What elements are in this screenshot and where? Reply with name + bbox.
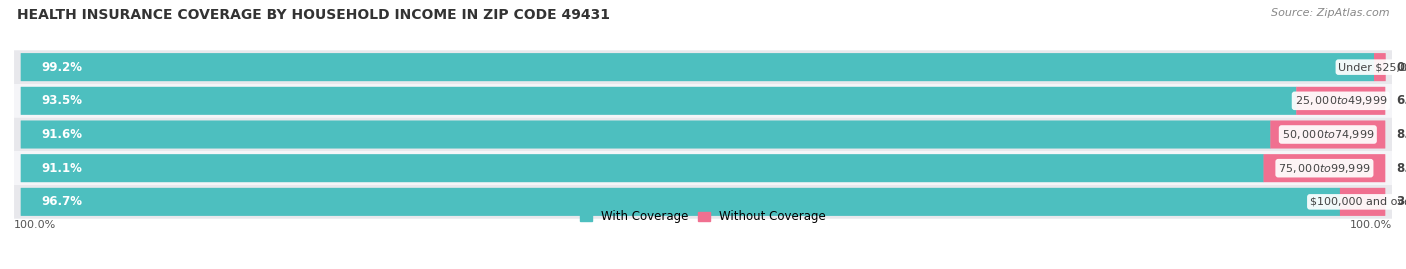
Legend: With Coverage, Without Coverage: With Coverage, Without Coverage bbox=[579, 210, 827, 223]
Text: 96.7%: 96.7% bbox=[41, 195, 83, 208]
Text: Under $25,000: Under $25,000 bbox=[1339, 62, 1406, 72]
Text: 99.2%: 99.2% bbox=[41, 61, 83, 74]
Text: 93.5%: 93.5% bbox=[41, 94, 83, 107]
FancyBboxPatch shape bbox=[1264, 154, 1385, 182]
Text: $25,000 to $49,999: $25,000 to $49,999 bbox=[1295, 94, 1388, 107]
FancyBboxPatch shape bbox=[1374, 53, 1386, 81]
FancyBboxPatch shape bbox=[21, 188, 1340, 216]
Text: 0.83%: 0.83% bbox=[1396, 61, 1406, 74]
Text: $75,000 to $99,999: $75,000 to $99,999 bbox=[1278, 162, 1371, 175]
FancyBboxPatch shape bbox=[14, 50, 1399, 84]
Text: $50,000 to $74,999: $50,000 to $74,999 bbox=[1282, 128, 1374, 141]
FancyBboxPatch shape bbox=[14, 118, 1399, 151]
FancyBboxPatch shape bbox=[14, 84, 1399, 118]
Text: HEALTH INSURANCE COVERAGE BY HOUSEHOLD INCOME IN ZIP CODE 49431: HEALTH INSURANCE COVERAGE BY HOUSEHOLD I… bbox=[17, 8, 610, 22]
FancyBboxPatch shape bbox=[1296, 87, 1385, 115]
FancyBboxPatch shape bbox=[1270, 121, 1385, 148]
Text: 100.0%: 100.0% bbox=[14, 220, 56, 230]
Text: 6.5%: 6.5% bbox=[1396, 94, 1406, 107]
FancyBboxPatch shape bbox=[21, 87, 1296, 115]
Text: $100,000 and over: $100,000 and over bbox=[1310, 197, 1406, 207]
FancyBboxPatch shape bbox=[14, 185, 1399, 219]
Text: 91.6%: 91.6% bbox=[41, 128, 83, 141]
Text: 8.4%: 8.4% bbox=[1396, 128, 1406, 141]
Text: Source: ZipAtlas.com: Source: ZipAtlas.com bbox=[1271, 8, 1389, 18]
Text: 100.0%: 100.0% bbox=[1350, 220, 1392, 230]
FancyBboxPatch shape bbox=[21, 154, 1264, 182]
Text: 8.9%: 8.9% bbox=[1396, 162, 1406, 175]
FancyBboxPatch shape bbox=[21, 121, 1271, 148]
Text: 3.3%: 3.3% bbox=[1396, 195, 1406, 208]
FancyBboxPatch shape bbox=[1340, 188, 1385, 216]
FancyBboxPatch shape bbox=[21, 53, 1375, 81]
Text: 91.1%: 91.1% bbox=[41, 162, 82, 175]
FancyBboxPatch shape bbox=[14, 151, 1399, 185]
